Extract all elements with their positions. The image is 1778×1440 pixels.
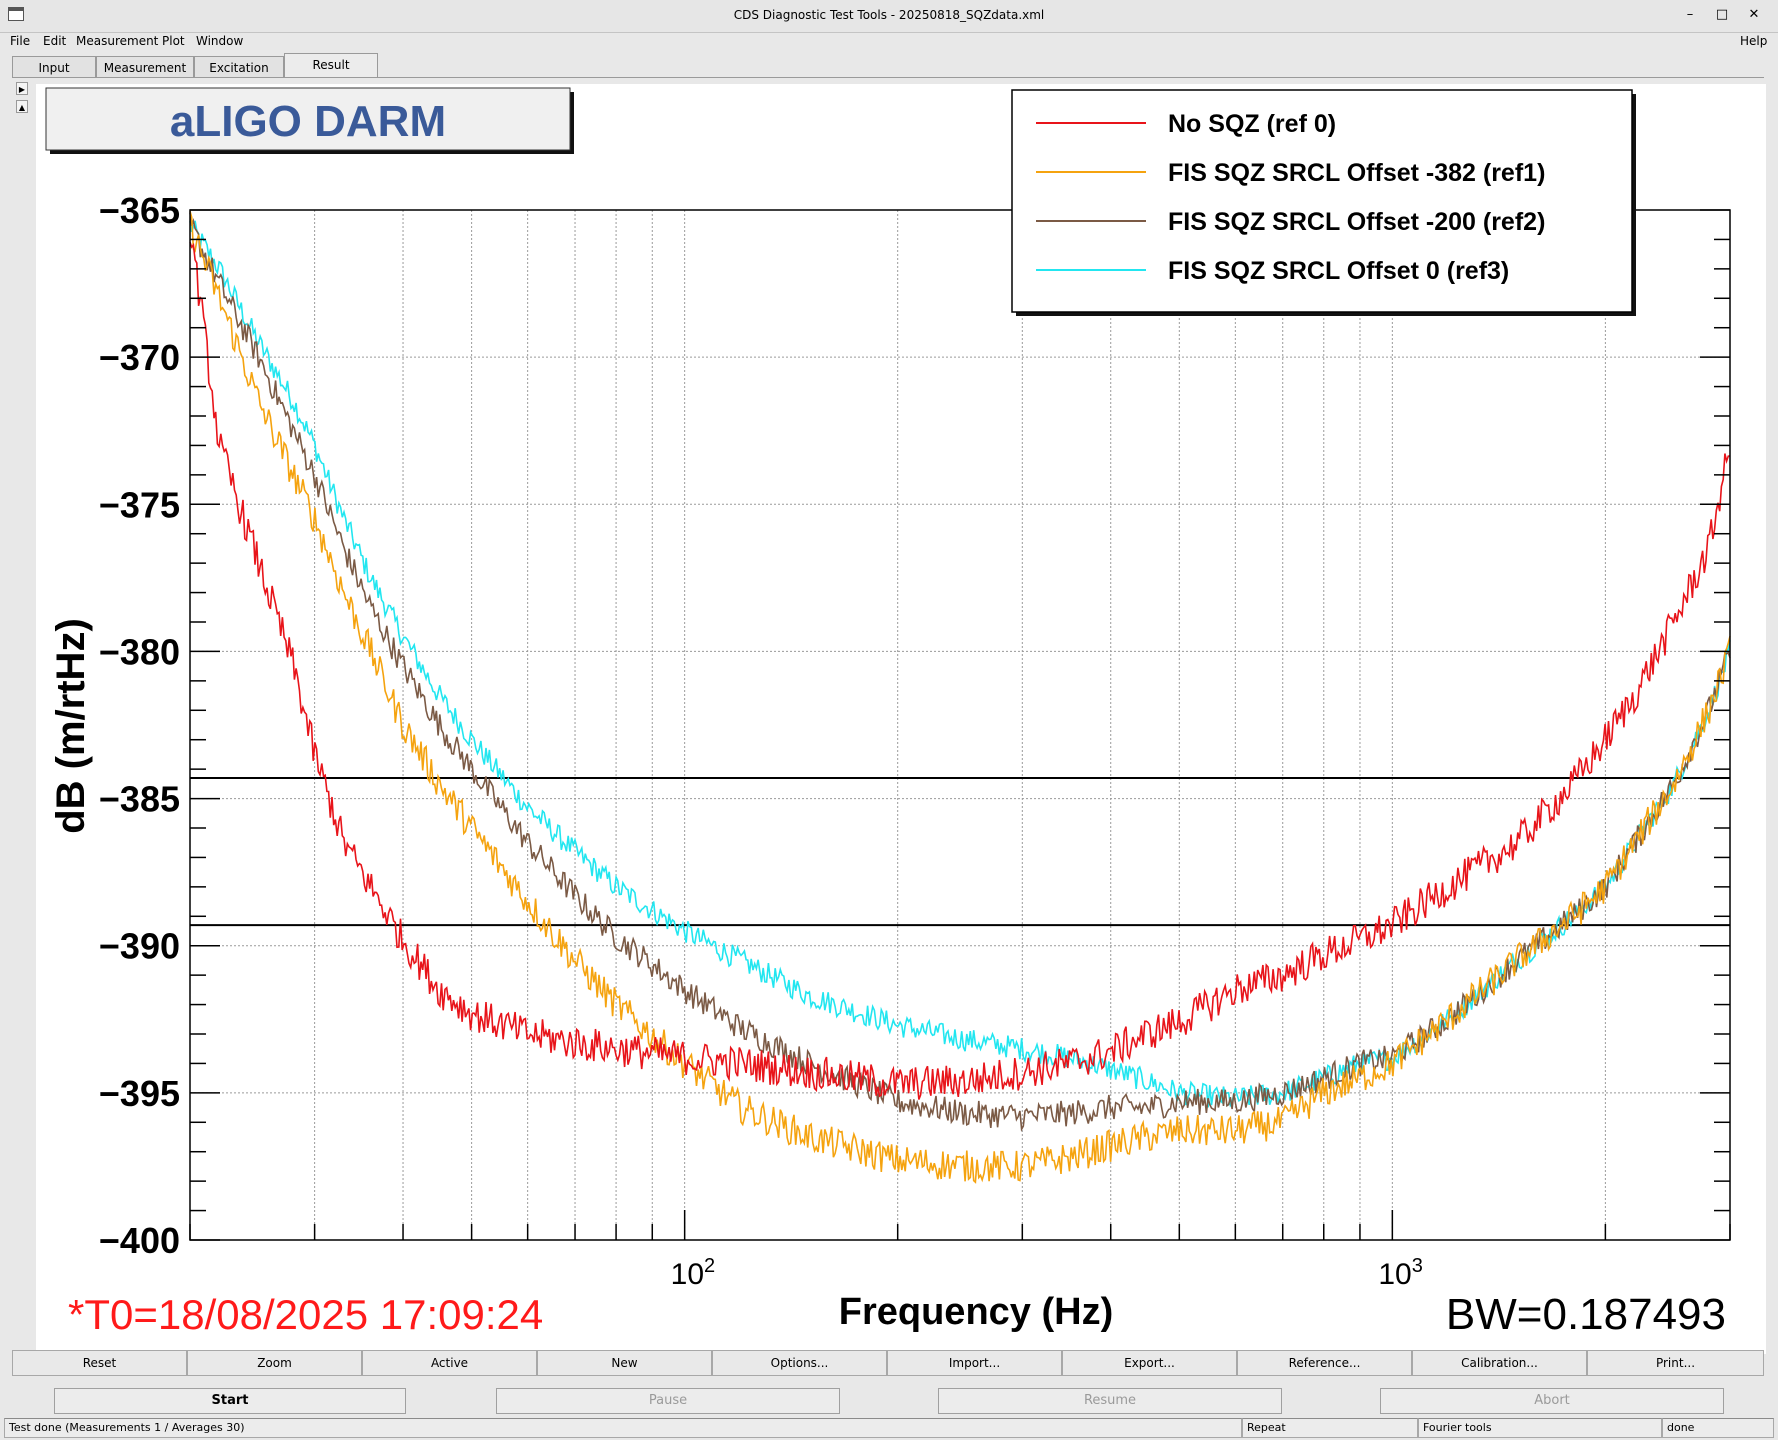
- legend: No SQZ (ref 0) FIS SQZ SRCL Offset -382 (…: [1036, 110, 1545, 285]
- series-line: [189, 210, 1731, 1184]
- window-title: CDS Diagnostic Test Tools - 20250818_SQZ…: [733, 8, 1045, 22]
- series-line: [189, 241, 1731, 1100]
- reset-button[interactable]: Reset: [12, 1350, 187, 1376]
- resume-button[interactable]: Resume: [938, 1388, 1282, 1414]
- close-icon[interactable]: ✕: [1748, 7, 1760, 22]
- x-axis-label: Frequency (Hz): [839, 1291, 1113, 1333]
- y-tick-label: −375: [99, 484, 180, 525]
- plot-title: aLIGO DARM: [170, 97, 446, 146]
- y-tick-label: −380: [99, 631, 180, 672]
- cursor-lines: [190, 776, 1730, 927]
- status-state: done: [1662, 1418, 1774, 1438]
- print-button[interactable]: Print...: [1587, 1350, 1764, 1376]
- y-tick-label: −400: [99, 1220, 180, 1261]
- options-button[interactable]: Options...: [712, 1350, 887, 1376]
- abort-button[interactable]: Abort: [1380, 1388, 1724, 1414]
- x-tick-label: 103: [1378, 1255, 1423, 1291]
- y-axis: −365 −370 −375 −380 −385 −390 −395 −400: [99, 190, 1730, 1261]
- start-button[interactable]: Start: [54, 1388, 406, 1414]
- status-tool: Fourier tools: [1418, 1418, 1662, 1438]
- timestamp-label: *T0=18/08/2025 17:09:24: [68, 1291, 543, 1338]
- pause-button[interactable]: Pause: [496, 1388, 840, 1414]
- menu-file[interactable]: File: [10, 34, 31, 48]
- legend-label: FIS SQZ SRCL Offset 0 (ref3): [1168, 257, 1509, 285]
- collapse-up-icon[interactable]: ▲: [16, 100, 28, 113]
- menu-plot[interactable]: Plot: [162, 34, 185, 48]
- legend-label: FIS SQZ SRCL Offset -200 (ref2): [1168, 208, 1545, 236]
- maximize-icon[interactable]: □: [1715, 7, 1729, 22]
- app-window-icon[interactable]: [8, 7, 24, 21]
- legend-label: FIS SQZ SRCL Offset -382 (ref1): [1168, 159, 1545, 187]
- plot-canvas[interactable]: −365 −370 −375 −380 −385 −390 −395 −400 102 103 …: [36, 84, 1766, 1354]
- tab-measurement[interactable]: Measurement: [96, 56, 194, 78]
- y-axis-label: dB (m/rtHz): [49, 618, 93, 834]
- legend-box: [1011, 89, 1633, 313]
- import-button[interactable]: Import...: [887, 1350, 1062, 1376]
- reference-button[interactable]: Reference...: [1237, 1350, 1412, 1376]
- new-button[interactable]: New: [537, 1350, 712, 1376]
- y-tick-label: −370: [99, 337, 180, 378]
- calibration-button[interactable]: Calibration...: [1412, 1350, 1587, 1376]
- x-axis: 102 103: [189, 1210, 1731, 1291]
- menu-bar: File Edit Measurement Plot Window Help: [0, 32, 1778, 52]
- x-tick-label: 102: [671, 1255, 716, 1291]
- plot-series: [189, 210, 1731, 1184]
- minimize-icon[interactable]: –: [1686, 7, 1694, 22]
- y-tick-label: −390: [99, 926, 180, 967]
- tab-result[interactable]: Result: [284, 53, 378, 78]
- status-bar: Test done (Measurements 1 / Averages 30)…: [0, 1417, 1778, 1440]
- tab-input[interactable]: Input: [12, 56, 96, 78]
- export-button[interactable]: Export...: [1062, 1350, 1237, 1376]
- y-tick-label: −395: [99, 1073, 180, 1114]
- legend-label: No SQZ (ref 0): [1168, 110, 1336, 138]
- active-button[interactable]: Active: [362, 1350, 537, 1376]
- y-tick-label: −365: [99, 190, 180, 231]
- tab-divider: [12, 77, 1764, 78]
- title-box: [45, 87, 571, 151]
- title-bar: CDS Diagnostic Test Tools - 20250818_SQZ…: [0, 0, 1778, 33]
- plot-button-row: Reset Zoom Active New Options... Import.…: [12, 1350, 1764, 1376]
- menu-measurement[interactable]: Measurement: [76, 34, 159, 48]
- status-mode: Repeat: [1242, 1418, 1418, 1438]
- menu-window[interactable]: Window: [196, 34, 244, 48]
- y-tick-label: −385: [99, 779, 180, 820]
- plot-svg[interactable]: −365−370−375−380−385−390−395−400 102 103 …: [36, 84, 1766, 1354]
- bandwidth-label: BW=0.187493: [1446, 1290, 1726, 1339]
- plot-frame: [189, 209, 1731, 1241]
- menu-help[interactable]: Help: [1740, 34, 1768, 48]
- tab-excitation[interactable]: Excitation: [194, 56, 284, 78]
- zoom-button[interactable]: Zoom: [187, 1350, 362, 1376]
- menu-edit[interactable]: Edit: [43, 34, 67, 48]
- expand-right-icon[interactable]: ▶: [16, 82, 28, 95]
- status-message: Test done (Measurements 1 / Averages 30): [4, 1418, 1242, 1438]
